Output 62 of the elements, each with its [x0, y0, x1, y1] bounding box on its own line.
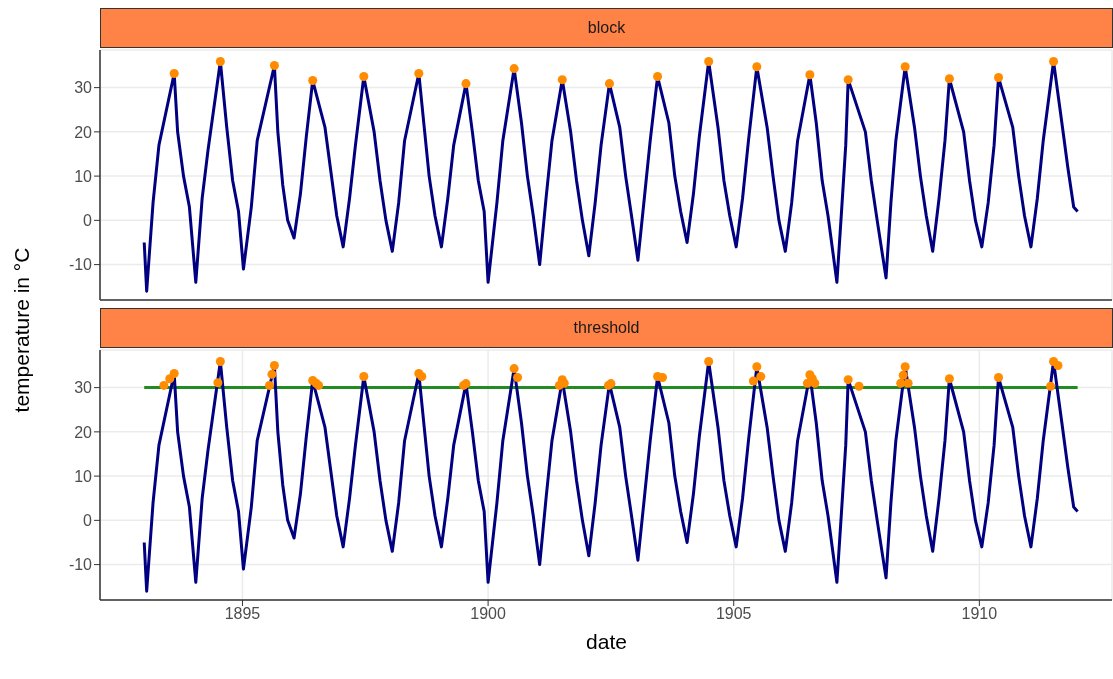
- point: [854, 381, 864, 391]
- point: [215, 57, 225, 67]
- point: [509, 364, 519, 374]
- y-tick-label: 10: [74, 467, 93, 485]
- x-tick-label: 1910: [961, 605, 998, 623]
- y-tick-label: 20: [74, 123, 93, 141]
- point: [843, 375, 853, 385]
- point: [269, 360, 279, 370]
- point: [756, 372, 766, 382]
- point: [843, 75, 853, 85]
- point: [359, 372, 369, 382]
- point: [748, 376, 758, 386]
- point: [1053, 360, 1063, 370]
- point: [264, 380, 274, 390]
- x-axis-title: date: [585, 630, 628, 654]
- point: [169, 368, 179, 378]
- point: [509, 64, 519, 74]
- point: [169, 68, 179, 78]
- point: [308, 76, 318, 86]
- point: [417, 372, 427, 382]
- point: [944, 374, 954, 384]
- point: [752, 362, 762, 372]
- y-tick-label: 0: [83, 512, 93, 530]
- point: [215, 357, 225, 367]
- y-tick-label: 0: [83, 212, 93, 230]
- chart-title: threshold: [100, 308, 1113, 348]
- point: [213, 378, 223, 388]
- point: [704, 357, 714, 367]
- point: [810, 378, 820, 388]
- y-axis-title: temperature in °C: [10, 247, 34, 413]
- point: [900, 362, 910, 372]
- point: [900, 62, 910, 72]
- point: [513, 372, 523, 382]
- point: [805, 70, 815, 80]
- point: [898, 370, 908, 380]
- x-tick-label: 1895: [224, 605, 261, 623]
- y-tick-label: -10: [68, 556, 93, 574]
- y-tick-label: 10: [74, 167, 93, 185]
- point: [994, 372, 1004, 382]
- chart-title: block: [100, 8, 1113, 48]
- point: [704, 57, 714, 67]
- y-tick-label: 30: [74, 79, 93, 97]
- y-tick-label: -10: [68, 256, 93, 274]
- point: [903, 378, 913, 388]
- x-tick-label: 1900: [470, 605, 506, 623]
- point: [994, 72, 1004, 82]
- point: [159, 380, 169, 390]
- point: [944, 74, 954, 84]
- point: [557, 75, 567, 85]
- x-tick-label: 1905: [715, 605, 752, 623]
- point: [752, 62, 762, 72]
- point: [1049, 57, 1059, 67]
- point: [604, 79, 614, 89]
- point: [267, 369, 277, 379]
- point: [461, 79, 471, 89]
- point: [359, 72, 369, 82]
- point: [414, 68, 424, 78]
- y-tick-label: 20: [74, 423, 93, 441]
- y-tick-label: 30: [74, 379, 93, 397]
- point: [1046, 381, 1056, 391]
- point: [653, 72, 663, 82]
- point: [269, 60, 279, 70]
